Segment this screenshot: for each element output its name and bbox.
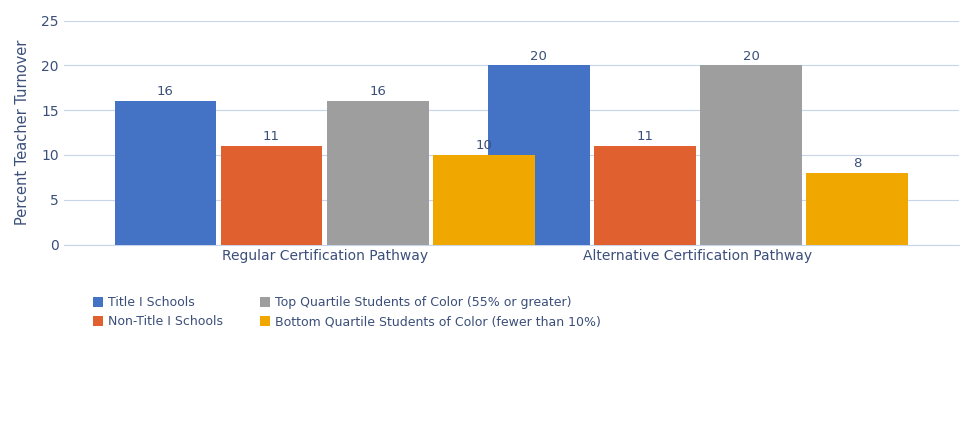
Legend: Title I Schools, Non-Title I Schools, Top Quartile Students of Color (55% or gre: Title I Schools, Non-Title I Schools, To… bbox=[88, 291, 606, 333]
Text: 16: 16 bbox=[369, 85, 386, 98]
Bar bbox=[806, 173, 908, 245]
Text: 20: 20 bbox=[531, 50, 547, 63]
Bar bbox=[220, 146, 322, 245]
Y-axis label: Percent Teacher Turnover: Percent Teacher Turnover bbox=[15, 40, 30, 225]
Text: 8: 8 bbox=[853, 157, 861, 170]
Bar bbox=[594, 146, 695, 245]
Text: 11: 11 bbox=[263, 130, 281, 143]
Text: 10: 10 bbox=[475, 139, 492, 152]
Bar bbox=[700, 65, 802, 245]
Text: 16: 16 bbox=[157, 85, 174, 98]
Bar bbox=[432, 155, 535, 245]
Text: 11: 11 bbox=[636, 130, 654, 143]
Bar bbox=[488, 65, 590, 245]
Bar bbox=[326, 101, 429, 245]
Text: 20: 20 bbox=[742, 50, 760, 63]
Bar bbox=[115, 101, 216, 245]
